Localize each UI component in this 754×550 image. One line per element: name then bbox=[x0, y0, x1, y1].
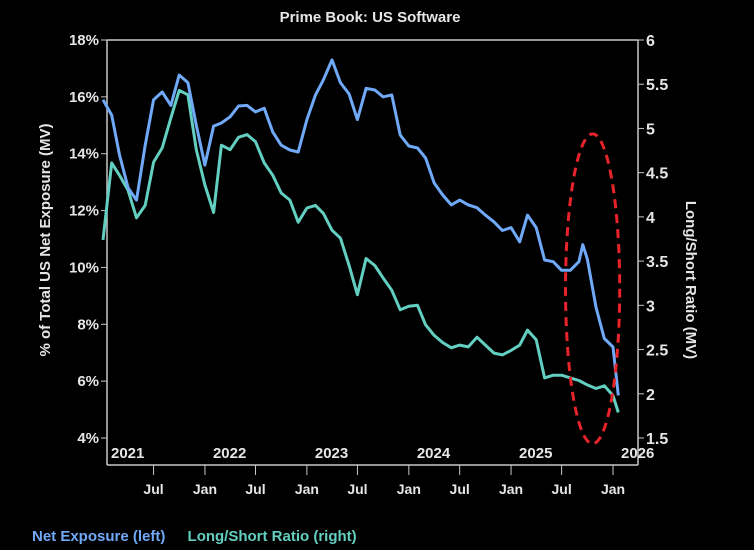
right-tick-label: 2 bbox=[646, 387, 655, 404]
left-tick-label: 6% bbox=[77, 373, 99, 390]
right-tick-label: 1.5 bbox=[646, 431, 668, 448]
right-tick-label: 3 bbox=[646, 298, 655, 315]
year-label: 2021 bbox=[111, 445, 144, 462]
month-tick-label: Jul bbox=[143, 481, 163, 497]
year-label: 2025 bbox=[519, 445, 552, 462]
month-tick-label: Jul bbox=[245, 481, 265, 497]
month-tick-label: Jan bbox=[295, 481, 319, 497]
left-tick-label: 10% bbox=[69, 259, 99, 276]
left-tick-label: 8% bbox=[77, 316, 99, 333]
month-tick-label: Jul bbox=[450, 481, 470, 497]
long-short-ratio-line bbox=[101, 88, 620, 413]
annotations bbox=[564, 132, 622, 446]
month-tick-label: Jan bbox=[193, 481, 217, 497]
month-tick-label: Jul bbox=[551, 481, 571, 497]
net-exposure-line bbox=[101, 58, 620, 396]
month-tick-label: Jan bbox=[601, 481, 625, 497]
left-tick-label: 4% bbox=[77, 430, 99, 447]
right-tick-label: 6 bbox=[646, 33, 655, 50]
right-tick-label: 3.5 bbox=[646, 254, 668, 271]
highlight-ellipse bbox=[564, 132, 622, 446]
left-tick-label: 12% bbox=[69, 203, 99, 220]
right-tick-label: 4.5 bbox=[646, 166, 668, 183]
right-tick-label: 2.5 bbox=[646, 343, 668, 360]
left-tick-label: 16% bbox=[69, 89, 99, 106]
left-axis-title: % of Total US Net Exposure (MV) bbox=[37, 123, 54, 356]
month-tick-label: Jan bbox=[397, 481, 421, 497]
series-group bbox=[101, 58, 620, 413]
axes: 18% 16% 14% 12% 10% 8% 6% 4% 6 5.5 5 4.5 4 3.5 3 2.5 2 1.… bbox=[69, 32, 668, 497]
right-axis-title: Long/Short Ratio (MV) bbox=[682, 201, 699, 359]
legend-net-exposure: Net Exposure (left) bbox=[32, 528, 166, 545]
month-tick-label: Jul bbox=[347, 481, 367, 497]
year-label: 2023 bbox=[315, 445, 348, 462]
left-tick-label: 14% bbox=[69, 146, 99, 163]
month-tick-label: Jan bbox=[499, 481, 523, 497]
right-tick-label: 5.5 bbox=[646, 77, 668, 94]
right-tick-label: 4 bbox=[646, 210, 655, 227]
year-label: 2024 bbox=[417, 445, 451, 462]
legend-long-short-ratio: Long/Short Ratio (right) bbox=[187, 528, 357, 545]
year-label: 2022 bbox=[213, 445, 246, 462]
right-tick-label: 5 bbox=[646, 121, 655, 138]
year-label: 2026 bbox=[621, 445, 654, 462]
chart-title: Prime Book: US Software bbox=[280, 9, 461, 26]
left-tick-label: 18% bbox=[69, 32, 99, 49]
legend: Net Exposure (left) Long/Short Ratio (ri… bbox=[32, 528, 375, 545]
